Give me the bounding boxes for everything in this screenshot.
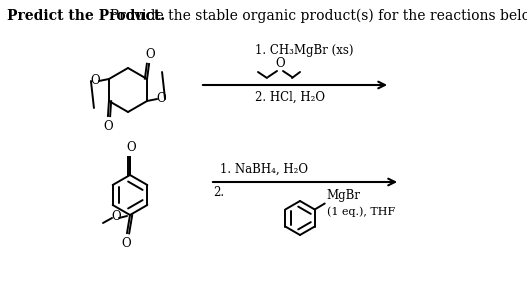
Text: 2.: 2.: [213, 186, 224, 199]
Text: O: O: [126, 141, 136, 154]
Text: O: O: [145, 48, 155, 61]
Text: MgBr: MgBr: [327, 190, 360, 202]
Text: 1. CH₃MgBr (xs): 1. CH₃MgBr (xs): [255, 44, 354, 57]
Text: O: O: [275, 57, 285, 70]
Text: Provide the stable organic product(s) for the reactions below.: Provide the stable organic product(s) fo…: [101, 9, 527, 23]
Text: (1 eq.), THF: (1 eq.), THF: [327, 206, 395, 217]
Text: Predict the Product.: Predict the Product.: [7, 9, 165, 23]
Text: 2. HCl, H₂O: 2. HCl, H₂O: [255, 91, 325, 104]
Text: O: O: [90, 74, 100, 88]
Text: O: O: [156, 92, 166, 106]
Text: O: O: [111, 211, 121, 224]
Text: 1. NaBH₄, H₂O: 1. NaBH₄, H₂O: [220, 163, 308, 176]
Text: O: O: [103, 120, 113, 133]
Text: O: O: [121, 237, 131, 250]
